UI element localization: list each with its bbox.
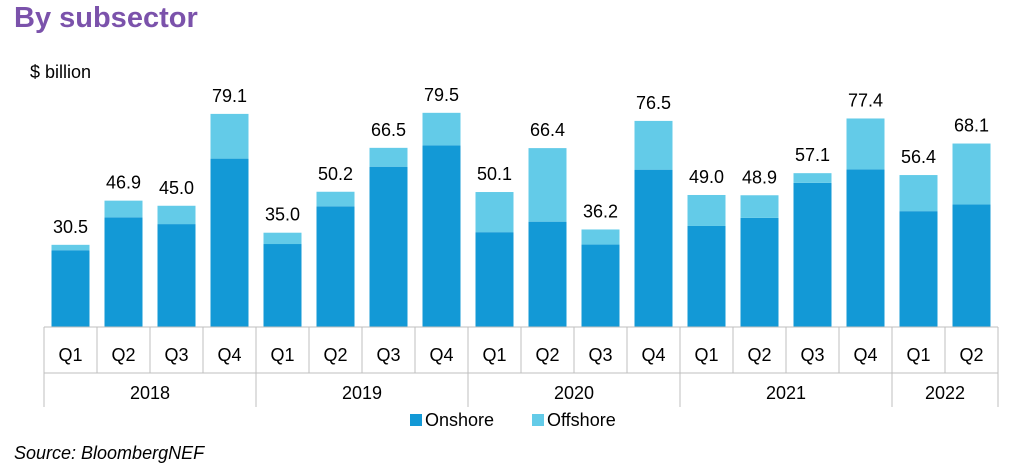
total-label-15: 77.4	[848, 90, 883, 110]
quarter-tick-label-7: Q4	[429, 345, 453, 365]
bar-onshore-15	[846, 169, 885, 327]
quarter-tick-label-12: Q1	[694, 345, 718, 365]
quarter-tick-label-1: Q2	[111, 345, 135, 365]
bar-offshore-10	[581, 229, 620, 245]
total-label-2: 45.0	[159, 178, 194, 198]
legend-label-onshore: Onshore	[425, 410, 494, 430]
bar-onshore-7	[422, 145, 461, 327]
total-label-10: 36.2	[583, 201, 618, 221]
quarter-tick-label-9: Q2	[535, 345, 559, 365]
bar-offshore-2	[157, 205, 196, 225]
total-label-17: 68.1	[954, 116, 989, 136]
total-label-5: 50.2	[318, 164, 353, 184]
total-label-9: 66.4	[530, 120, 565, 140]
source-note: Source: BloombergNEF	[14, 443, 205, 463]
bar-offshore-8	[475, 192, 514, 233]
bar-onshore-10	[581, 244, 620, 327]
bar-onshore-17	[952, 204, 991, 327]
quarter-tick-label-10: Q3	[588, 345, 612, 365]
bar-onshore-5	[316, 206, 355, 327]
total-label-12: 49.0	[689, 167, 724, 187]
bar-offshore-9	[528, 148, 567, 222]
bar-onshore-8	[475, 232, 514, 327]
total-label-7: 79.5	[424, 85, 459, 105]
quarter-tick-label-8: Q1	[482, 345, 506, 365]
quarter-tick-label-2: Q3	[164, 345, 188, 365]
bar-offshore-15	[846, 118, 885, 170]
bar-offshore-16	[899, 175, 938, 212]
quarter-tick-label-4: Q1	[270, 345, 294, 365]
total-label-1: 46.9	[106, 173, 141, 193]
bar-offshore-12	[687, 194, 726, 226]
quarter-tick-label-11: Q4	[641, 345, 665, 365]
year-label-2019: 2019	[342, 383, 382, 403]
chart-title: By subsector	[14, 2, 198, 34]
quarter-tick-label-5: Q2	[323, 345, 347, 365]
total-label-3: 79.1	[212, 86, 247, 106]
bar-onshore-6	[369, 166, 408, 327]
total-label-0: 30.5	[53, 217, 88, 237]
bar-offshore-7	[422, 112, 461, 146]
bar-onshore-2	[157, 224, 196, 327]
bar-onshore-1	[104, 217, 143, 327]
quarter-tick-label-6: Q3	[376, 345, 400, 365]
year-label-2021: 2021	[766, 383, 806, 403]
total-label-13: 48.9	[742, 167, 777, 187]
bar-onshore-0	[51, 250, 90, 327]
quarter-tick-label-15: Q4	[853, 345, 877, 365]
year-label-2018: 2018	[130, 383, 170, 403]
quarter-tick-label-0: Q1	[58, 345, 82, 365]
quarter-tick-label-3: Q4	[217, 345, 241, 365]
bar-offshore-17	[952, 143, 991, 205]
y-axis-unit-label: $ billion	[30, 62, 92, 82]
bar-offshore-14	[793, 173, 832, 183]
bar-offshore-0	[51, 244, 90, 251]
bar-onshore-16	[899, 211, 938, 327]
bar-offshore-3	[210, 113, 249, 159]
quarter-tick-label-16: Q1	[906, 345, 930, 365]
year-label-2022: 2022	[925, 383, 965, 403]
quarter-tick-label-14: Q3	[800, 345, 824, 365]
total-label-6: 66.5	[371, 120, 406, 140]
total-label-14: 57.1	[795, 145, 830, 165]
bar-onshore-9	[528, 221, 567, 327]
legend-swatch-offshore	[532, 414, 544, 426]
legend-label-offshore: Offshore	[547, 410, 616, 430]
total-label-16: 56.4	[901, 147, 936, 167]
quarter-tick-label-13: Q2	[747, 345, 771, 365]
bar-onshore-13	[740, 217, 779, 327]
bar-offshore-6	[369, 147, 408, 167]
legend-swatch-onshore	[410, 414, 422, 426]
bar-offshore-4	[263, 232, 302, 245]
year-label-2020: 2020	[554, 383, 594, 403]
bar-offshore-5	[316, 191, 355, 207]
total-label-8: 50.1	[477, 164, 512, 184]
bar-offshore-13	[740, 195, 779, 218]
bar-onshore-4	[263, 244, 302, 327]
quarter-tick-label-17: Q2	[959, 345, 983, 365]
bar-offshore-11	[634, 120, 673, 170]
bar-offshore-1	[104, 200, 143, 218]
total-label-4: 35.0	[265, 205, 300, 225]
bar-onshore-3	[210, 158, 249, 327]
bar-onshore-11	[634, 169, 673, 327]
total-label-11: 76.5	[636, 93, 671, 113]
bar-onshore-12	[687, 225, 726, 327]
bar-onshore-14	[793, 182, 832, 327]
